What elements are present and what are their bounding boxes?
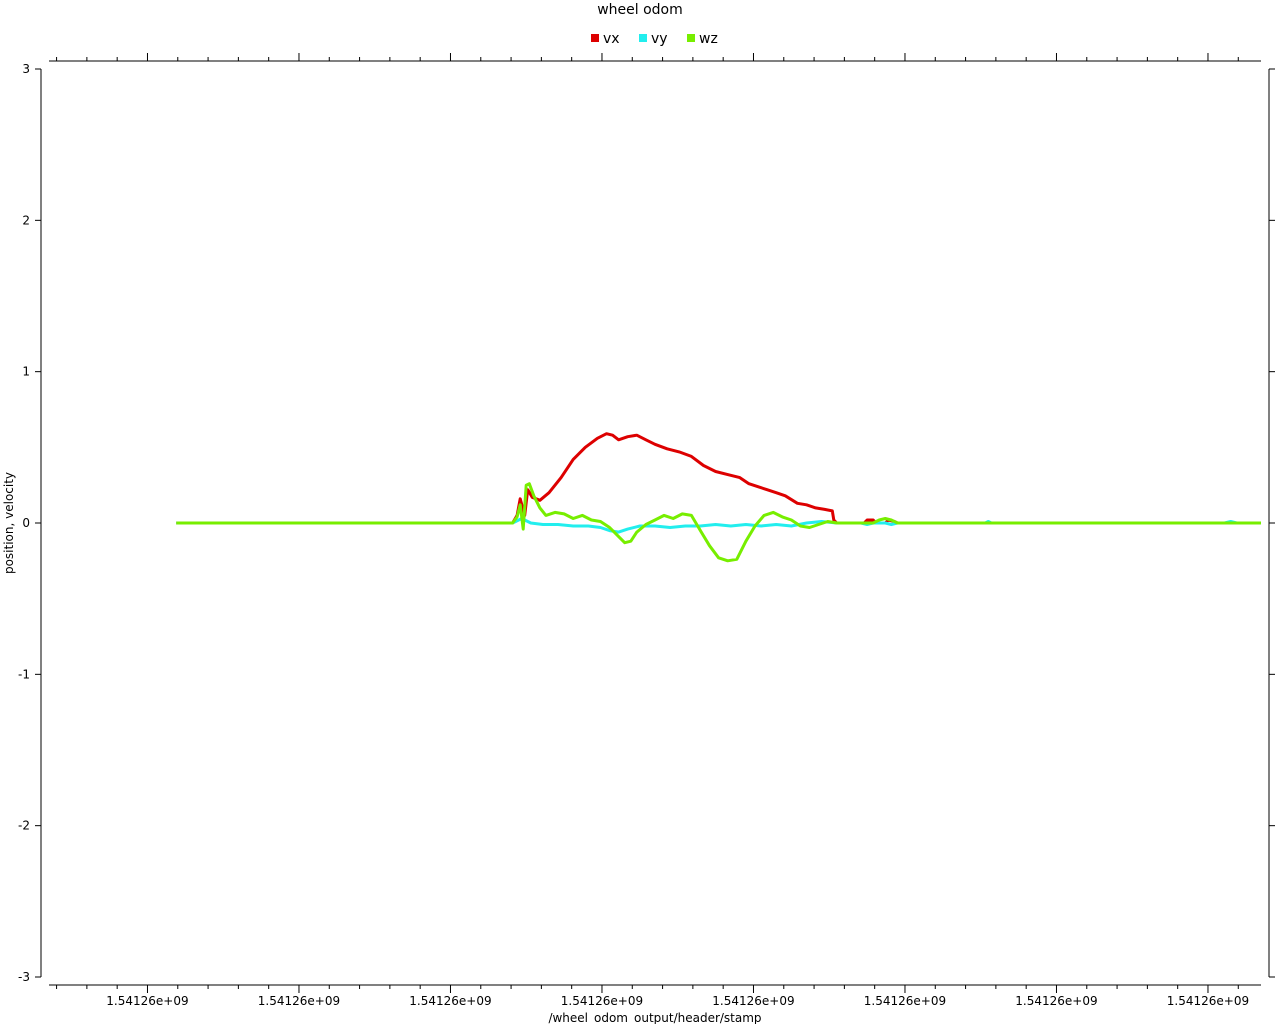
x-tick-label: 1.54126e+09 (106, 994, 188, 1008)
plot-area (176, 432, 1261, 563)
legend-swatch-vx (591, 34, 599, 42)
x-tick-label: 1.54126e+09 (712, 994, 794, 1008)
y-axis-label: position, velocity (2, 472, 16, 574)
x-axis-label: /wheel_odom_output/header/stamp (548, 1011, 761, 1024)
legend-label-wz: wz (699, 31, 718, 47)
y-tick-label: 0 (22, 516, 30, 530)
x-tick-label: 1.54126e+09 (258, 994, 340, 1008)
y-tick-label: 2 (22, 213, 30, 227)
y-tick-label: 3 (22, 62, 30, 76)
y-tick-label: -3 (18, 970, 30, 984)
y-ticks: -3 -2 -1 0 1 2 3 (18, 62, 1275, 984)
y-tick-label: 1 (22, 365, 30, 379)
chart-title: wheel odom (597, 2, 683, 18)
x-tick-label: 1.54126e+09 (864, 994, 946, 1008)
x-ticks: 1.54126e+09 1.54126e+09 1.54126e+09 1.54126… (56, 53, 1249, 1008)
legend-label-vy: vy (651, 31, 668, 47)
legend-label-vx: vx (603, 31, 620, 47)
series-line-wz (176, 482, 1261, 563)
y-tick-label: -1 (18, 667, 30, 681)
x-tick-label: 1.54126e+09 (409, 994, 491, 1008)
x-tick-label: 1.54126e+09 (1015, 994, 1097, 1008)
legend-swatch-wz (687, 34, 695, 42)
legend-swatch-vy (639, 34, 647, 42)
legend: vx vy wz (591, 31, 718, 47)
y-tick-label: -2 (18, 819, 30, 833)
x-tick-label: 1.54126e+09 (561, 994, 643, 1008)
x-tick-label: 1.54126e+09 (1167, 994, 1249, 1008)
